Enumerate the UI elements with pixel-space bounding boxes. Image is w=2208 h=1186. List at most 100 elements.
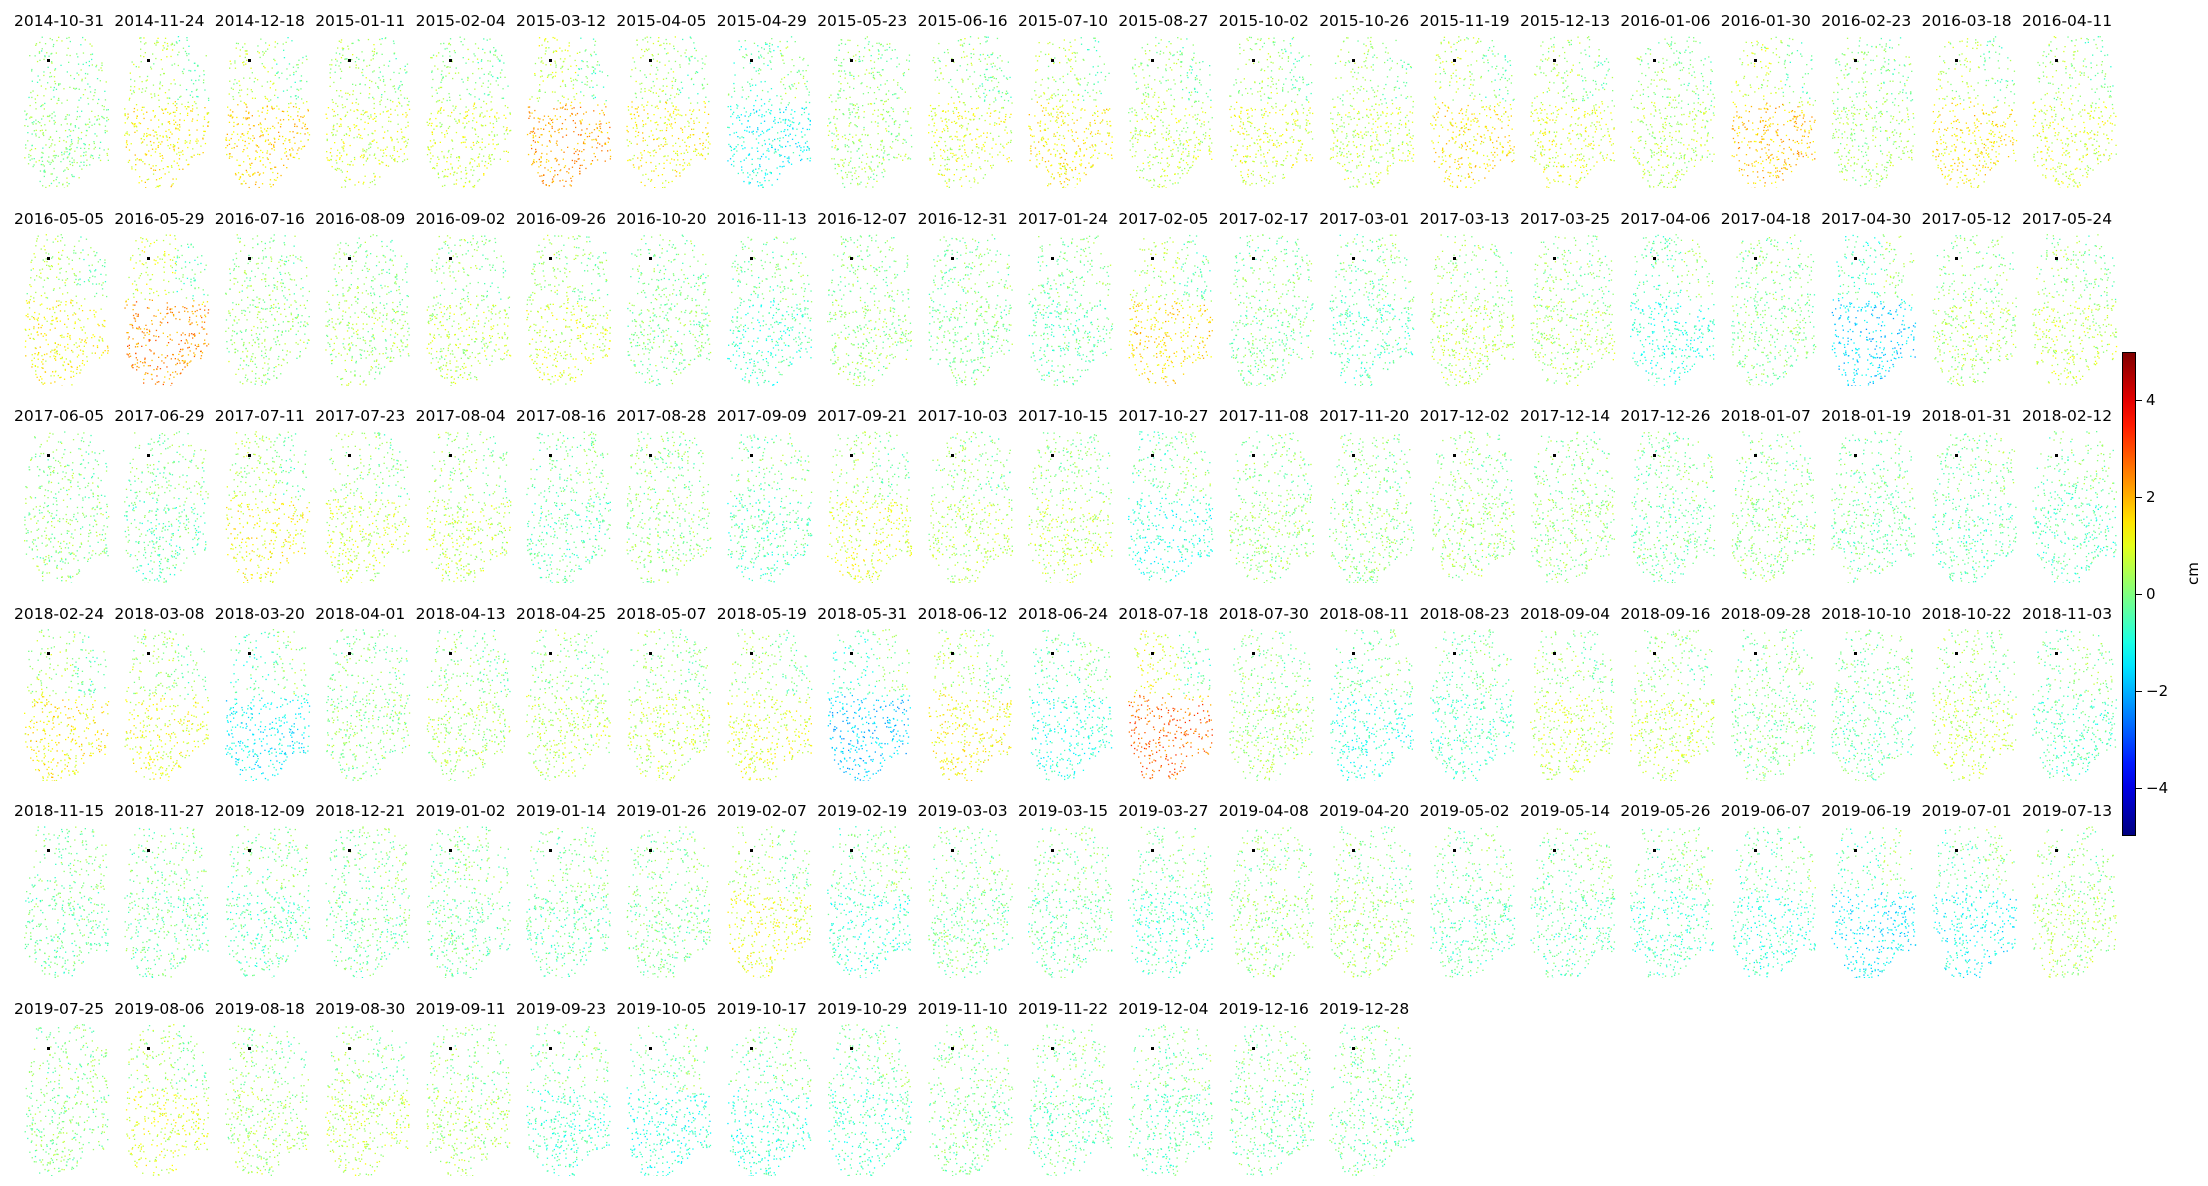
scatter-point bbox=[680, 91, 682, 94]
scatter-point bbox=[84, 72, 87, 75]
scatter-point bbox=[63, 139, 65, 142]
scatter-point bbox=[637, 111, 639, 113]
scatter-point bbox=[1188, 99, 1191, 101]
scatter-point bbox=[208, 99, 210, 101]
scatter-point bbox=[258, 186, 260, 188]
scatter-point bbox=[173, 160, 176, 162]
scatter-point bbox=[653, 150, 655, 152]
scatter-point bbox=[1009, 130, 1012, 132]
scatter-point bbox=[177, 128, 180, 130]
scatter-point bbox=[280, 72, 283, 74]
scatter-point bbox=[993, 77, 995, 79]
scatter-point bbox=[854, 116, 857, 118]
scatter-point bbox=[146, 87, 148, 89]
scatter-point bbox=[150, 167, 153, 169]
scatter-point bbox=[640, 57, 642, 59]
scatter-point bbox=[1194, 146, 1197, 149]
scatter-point bbox=[494, 49, 497, 51]
scatter-point bbox=[1093, 46, 1095, 48]
scatter-point bbox=[293, 125, 296, 127]
scatter-point bbox=[195, 102, 197, 105]
scatter-point bbox=[363, 164, 365, 166]
scatter-point bbox=[691, 77, 693, 80]
scatter-point bbox=[268, 44, 270, 46]
scatter-point bbox=[178, 164, 180, 167]
scatter-point bbox=[1194, 144, 1197, 146]
scatter-point bbox=[291, 40, 293, 42]
scatter-point bbox=[1129, 108, 1131, 110]
scatter-point bbox=[107, 118, 110, 121]
scatter-point bbox=[805, 107, 807, 109]
scatter-point bbox=[351, 42, 353, 45]
scatter-point bbox=[177, 124, 179, 126]
scatter-point bbox=[559, 102, 561, 104]
scatter-point bbox=[75, 118, 78, 120]
scatter-point bbox=[276, 176, 278, 179]
scatter-point bbox=[745, 111, 747, 113]
scatter-point bbox=[1075, 153, 1077, 155]
scatter-point bbox=[567, 50, 569, 52]
scatter-point bbox=[164, 72, 166, 75]
scatter-point bbox=[673, 77, 675, 79]
scatter-point bbox=[84, 77, 87, 79]
scatter-point bbox=[152, 165, 155, 167]
scatter-point bbox=[751, 131, 753, 133]
scatter-point bbox=[173, 79, 176, 81]
scatter-point bbox=[1000, 60, 1003, 62]
scatter-point bbox=[1190, 139, 1192, 141]
scatter-point bbox=[343, 145, 345, 147]
scatter-point bbox=[1000, 107, 1002, 109]
scatter-point bbox=[491, 154, 493, 156]
scatter-point bbox=[364, 149, 366, 152]
scatter-point bbox=[231, 147, 233, 149]
scatter-point bbox=[1089, 122, 1091, 124]
scatter-point bbox=[300, 80, 302, 82]
scatter-point bbox=[296, 132, 298, 134]
scatter-point bbox=[599, 127, 602, 130]
scatter-point bbox=[784, 87, 786, 90]
scatter-point bbox=[909, 107, 912, 109]
scatter-point bbox=[45, 129, 47, 131]
scatter-point bbox=[383, 79, 385, 81]
scatter-point bbox=[232, 88, 234, 90]
scatter-point bbox=[47, 66, 49, 68]
scatter-point bbox=[1184, 115, 1186, 117]
scatter-point bbox=[157, 146, 160, 148]
scatter-point bbox=[71, 174, 73, 176]
scatter-point bbox=[427, 124, 429, 126]
scatter-point bbox=[477, 141, 479, 144]
scatter-point bbox=[976, 129, 978, 131]
scatter-point bbox=[576, 79, 578, 82]
scatter-point bbox=[881, 141, 883, 143]
scatter-point bbox=[163, 47, 166, 49]
scatter-point bbox=[447, 127, 449, 129]
scatter-point bbox=[243, 102, 245, 104]
scatter-point bbox=[340, 123, 342, 125]
scatter-point bbox=[958, 101, 960, 103]
scatter-point bbox=[1164, 180, 1167, 182]
scatter-point bbox=[176, 153, 178, 155]
scatter-point bbox=[646, 48, 648, 50]
scatter-point bbox=[991, 76, 993, 78]
scatter-point bbox=[949, 147, 951, 149]
scatter-point bbox=[643, 109, 646, 111]
scatter-point bbox=[939, 117, 942, 119]
scatter-point bbox=[656, 121, 658, 123]
scatter-point bbox=[398, 86, 400, 89]
scatter-point bbox=[560, 169, 562, 171]
scatter-point bbox=[605, 122, 608, 124]
scatter-point bbox=[854, 104, 857, 107]
scatter-point bbox=[766, 173, 768, 175]
scatter-point bbox=[133, 90, 135, 92]
scatter-point bbox=[868, 49, 871, 51]
scatter-point bbox=[85, 154, 87, 156]
scatter-point bbox=[1047, 112, 1049, 114]
scatter-point bbox=[478, 178, 480, 181]
scatter-point bbox=[1047, 127, 1049, 130]
scatter-point bbox=[673, 112, 675, 114]
scatter-point bbox=[465, 177, 467, 179]
scatter-point bbox=[388, 120, 390, 122]
scatter-point bbox=[497, 58, 499, 60]
scatter-point bbox=[849, 113, 851, 116]
scatter-point bbox=[150, 140, 152, 143]
